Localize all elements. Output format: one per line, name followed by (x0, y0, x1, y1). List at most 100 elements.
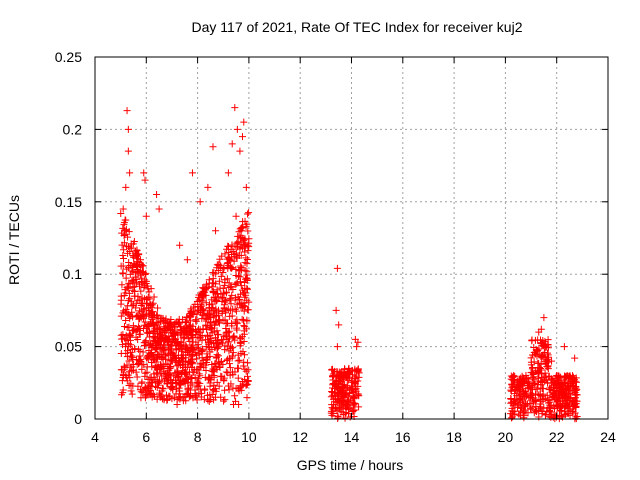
y-tick-label: 0.15 (55, 194, 82, 210)
data-point (339, 385, 347, 393)
data-point (333, 264, 341, 272)
y-tick-label: 0 (74, 411, 82, 427)
data-point (154, 304, 162, 312)
data-point (238, 315, 246, 323)
data-point (119, 331, 127, 339)
data-point (232, 324, 240, 332)
data-point (181, 318, 189, 326)
data-point (541, 394, 549, 402)
data-point (225, 386, 233, 394)
data-point (557, 379, 565, 387)
data-point (189, 333, 197, 341)
data-point (226, 262, 234, 270)
data-point (344, 396, 352, 404)
data-point (228, 291, 236, 299)
data-point (227, 246, 235, 254)
data-point (244, 227, 252, 235)
data-point (203, 350, 211, 358)
data-point (204, 183, 212, 191)
data-point (127, 363, 135, 371)
data-point (197, 389, 205, 397)
data-point (137, 358, 145, 366)
data-point (129, 353, 137, 361)
data-point (125, 297, 133, 305)
data-point (117, 300, 125, 308)
data-point (119, 262, 127, 270)
data-point (242, 183, 250, 191)
data-point (352, 372, 360, 380)
data-point (147, 339, 155, 347)
data-point (139, 389, 147, 397)
data-point (204, 376, 212, 384)
data-point (235, 356, 243, 364)
data-point (188, 381, 196, 389)
x-tick-label: 22 (549, 429, 565, 445)
data-point (126, 270, 134, 278)
data-point (230, 253, 238, 261)
data-point (517, 378, 525, 386)
data-point (184, 335, 192, 343)
data-point (508, 398, 516, 406)
data-point (532, 346, 540, 354)
data-point (352, 387, 360, 395)
data-point (134, 325, 142, 333)
data-point (244, 366, 252, 374)
data-point (521, 406, 529, 414)
data-point (230, 333, 238, 341)
data-point (221, 342, 229, 350)
data-point (157, 369, 165, 377)
data-point (215, 382, 223, 390)
data-point (136, 330, 144, 338)
data-point (533, 367, 541, 375)
data-point (572, 386, 580, 394)
data-point (327, 393, 335, 401)
data-point (534, 391, 542, 399)
data-point (125, 323, 133, 331)
data-point (213, 351, 221, 359)
data-point (155, 365, 163, 373)
data-point (144, 375, 152, 383)
data-point (117, 349, 125, 357)
data-point (198, 345, 206, 353)
data-point (512, 384, 520, 392)
data-point (133, 373, 141, 381)
data-point (243, 255, 251, 263)
data-point (174, 331, 182, 339)
data-point (552, 380, 560, 388)
data-point (211, 360, 219, 368)
data-point (231, 296, 239, 304)
data-point (210, 371, 218, 379)
data-point (196, 362, 204, 370)
data-point (241, 235, 249, 243)
data-point (517, 376, 525, 384)
y-tick-label: 0.25 (55, 49, 82, 65)
data-point (355, 392, 363, 400)
data-point (339, 383, 347, 391)
data-point (124, 347, 132, 355)
data-point (341, 414, 349, 422)
data-point (227, 300, 235, 308)
data-point (240, 337, 248, 345)
data-point (187, 359, 195, 367)
data-point (547, 375, 555, 383)
data-point (120, 255, 128, 263)
data-point (208, 279, 216, 287)
data-point (349, 401, 357, 409)
data-point (528, 337, 536, 345)
data-point (509, 376, 517, 384)
data-point (329, 365, 337, 373)
data-point (544, 404, 552, 412)
x-tick-label: 10 (241, 429, 257, 445)
data-point (180, 368, 188, 376)
data-point (181, 324, 189, 332)
data-point (226, 364, 234, 372)
data-point (212, 297, 220, 305)
data-point (137, 256, 145, 264)
data-point (217, 372, 225, 380)
data-point (212, 354, 220, 362)
data-point (196, 198, 204, 206)
data-point (529, 364, 537, 372)
data-point (145, 328, 153, 336)
data-point (129, 251, 137, 259)
data-point (544, 379, 552, 387)
